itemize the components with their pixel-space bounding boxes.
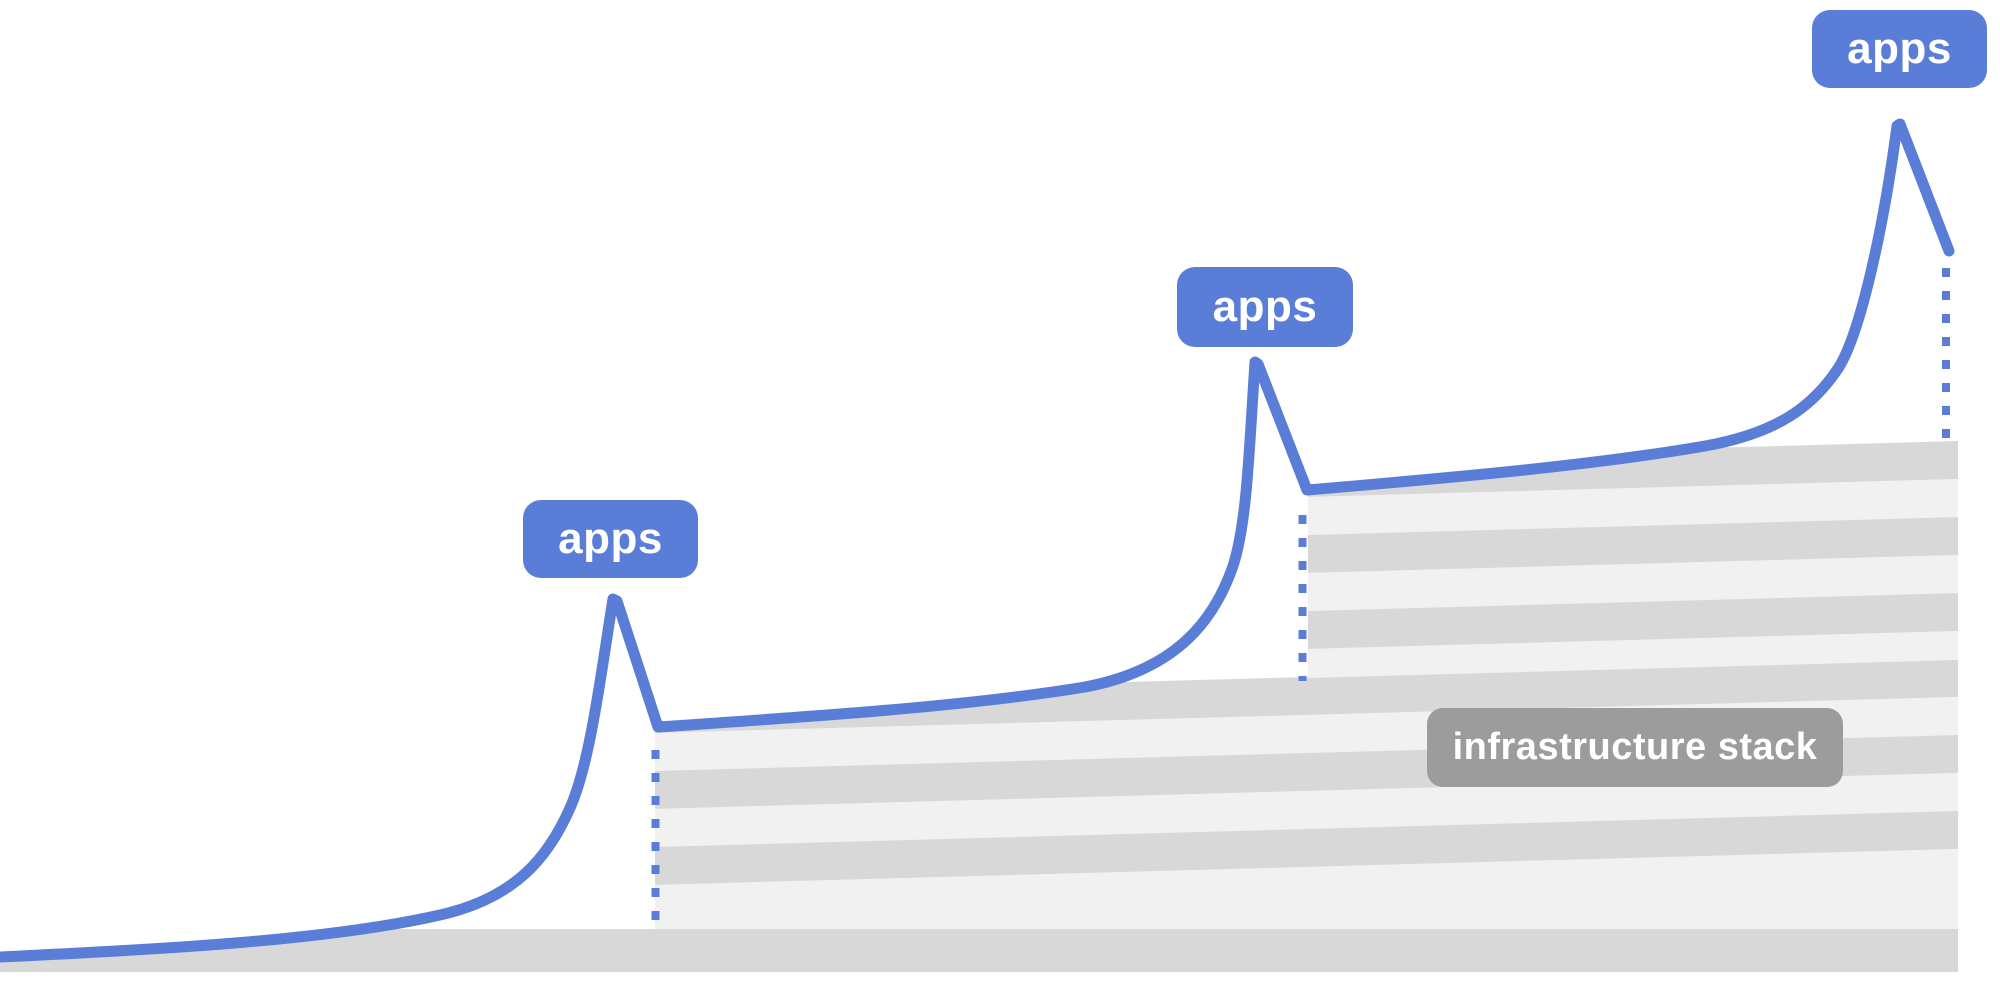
stripe: [1308, 517, 1958, 573]
apps-badge-1: apps: [523, 500, 698, 578]
apps-badge-2-label: apps: [1212, 282, 1318, 331]
apps-badge-3: apps: [1812, 10, 1987, 88]
infrastructure-stack-label: infrastructure stack: [1452, 726, 1818, 768]
growth-curve: [0, 118, 1955, 963]
stripe: [1308, 479, 1958, 535]
stripe: [1308, 555, 1958, 611]
stripe: [1308, 631, 1958, 678]
apps-badge-1-label: apps: [558, 514, 663, 563]
infrastructure-stack-badge: infrastructure stack: [1427, 708, 1843, 787]
infrastructure-stack-level-2: [1308, 441, 1958, 678]
stripe: [655, 773, 1958, 847]
apps-badge-2: apps: [1177, 267, 1353, 347]
stripe: [655, 849, 1958, 929]
stripe: [655, 659, 1958, 733]
transition-dotted-lines: [651, 268, 1950, 924]
apps-badge-3-label: apps: [1847, 24, 1952, 73]
stripe: [1308, 593, 1958, 649]
stripe: [655, 811, 1958, 885]
above-curve-mask: [0, 0, 2000, 957]
